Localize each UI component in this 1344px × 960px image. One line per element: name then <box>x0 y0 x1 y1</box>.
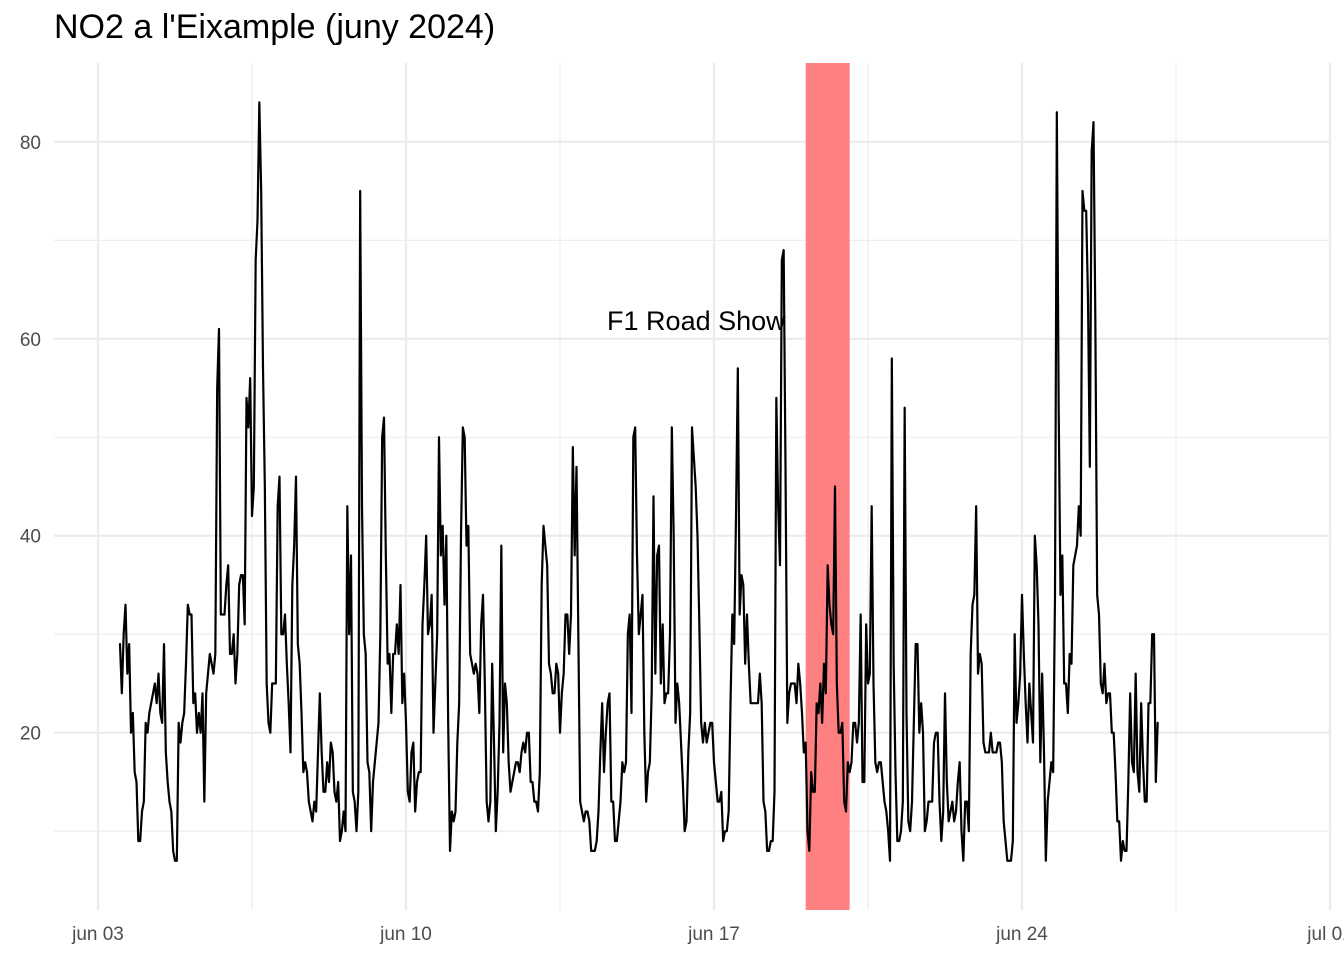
y-tick-label: 80 <box>20 133 41 154</box>
y-axis: 20 40 60 80 <box>20 133 41 745</box>
x-tick-label: jul 01 <box>1306 924 1344 945</box>
x-tick-label: jun 10 <box>379 924 432 945</box>
y-tick-label: 60 <box>20 330 41 351</box>
chart-title: NO2 a l'Eixample (juny 2024) <box>54 8 496 46</box>
series-line-0 <box>118 101 1159 862</box>
annotation-layer: F1 Road Show <box>607 306 786 336</box>
x-axis: jun 03 jun 10 jun 17 jun 24 jul 01 <box>71 924 1344 945</box>
y-tick-label: 40 <box>20 527 41 548</box>
x-tick-label: jun 24 <box>995 924 1048 945</box>
f1-road-show-label: F1 Road Show <box>607 306 786 336</box>
y-tick-label: 20 <box>20 724 41 745</box>
series-line-layer <box>118 101 1159 862</box>
x-tick-label: jun 17 <box>687 924 740 945</box>
x-tick-label: jun 03 <box>71 924 124 945</box>
